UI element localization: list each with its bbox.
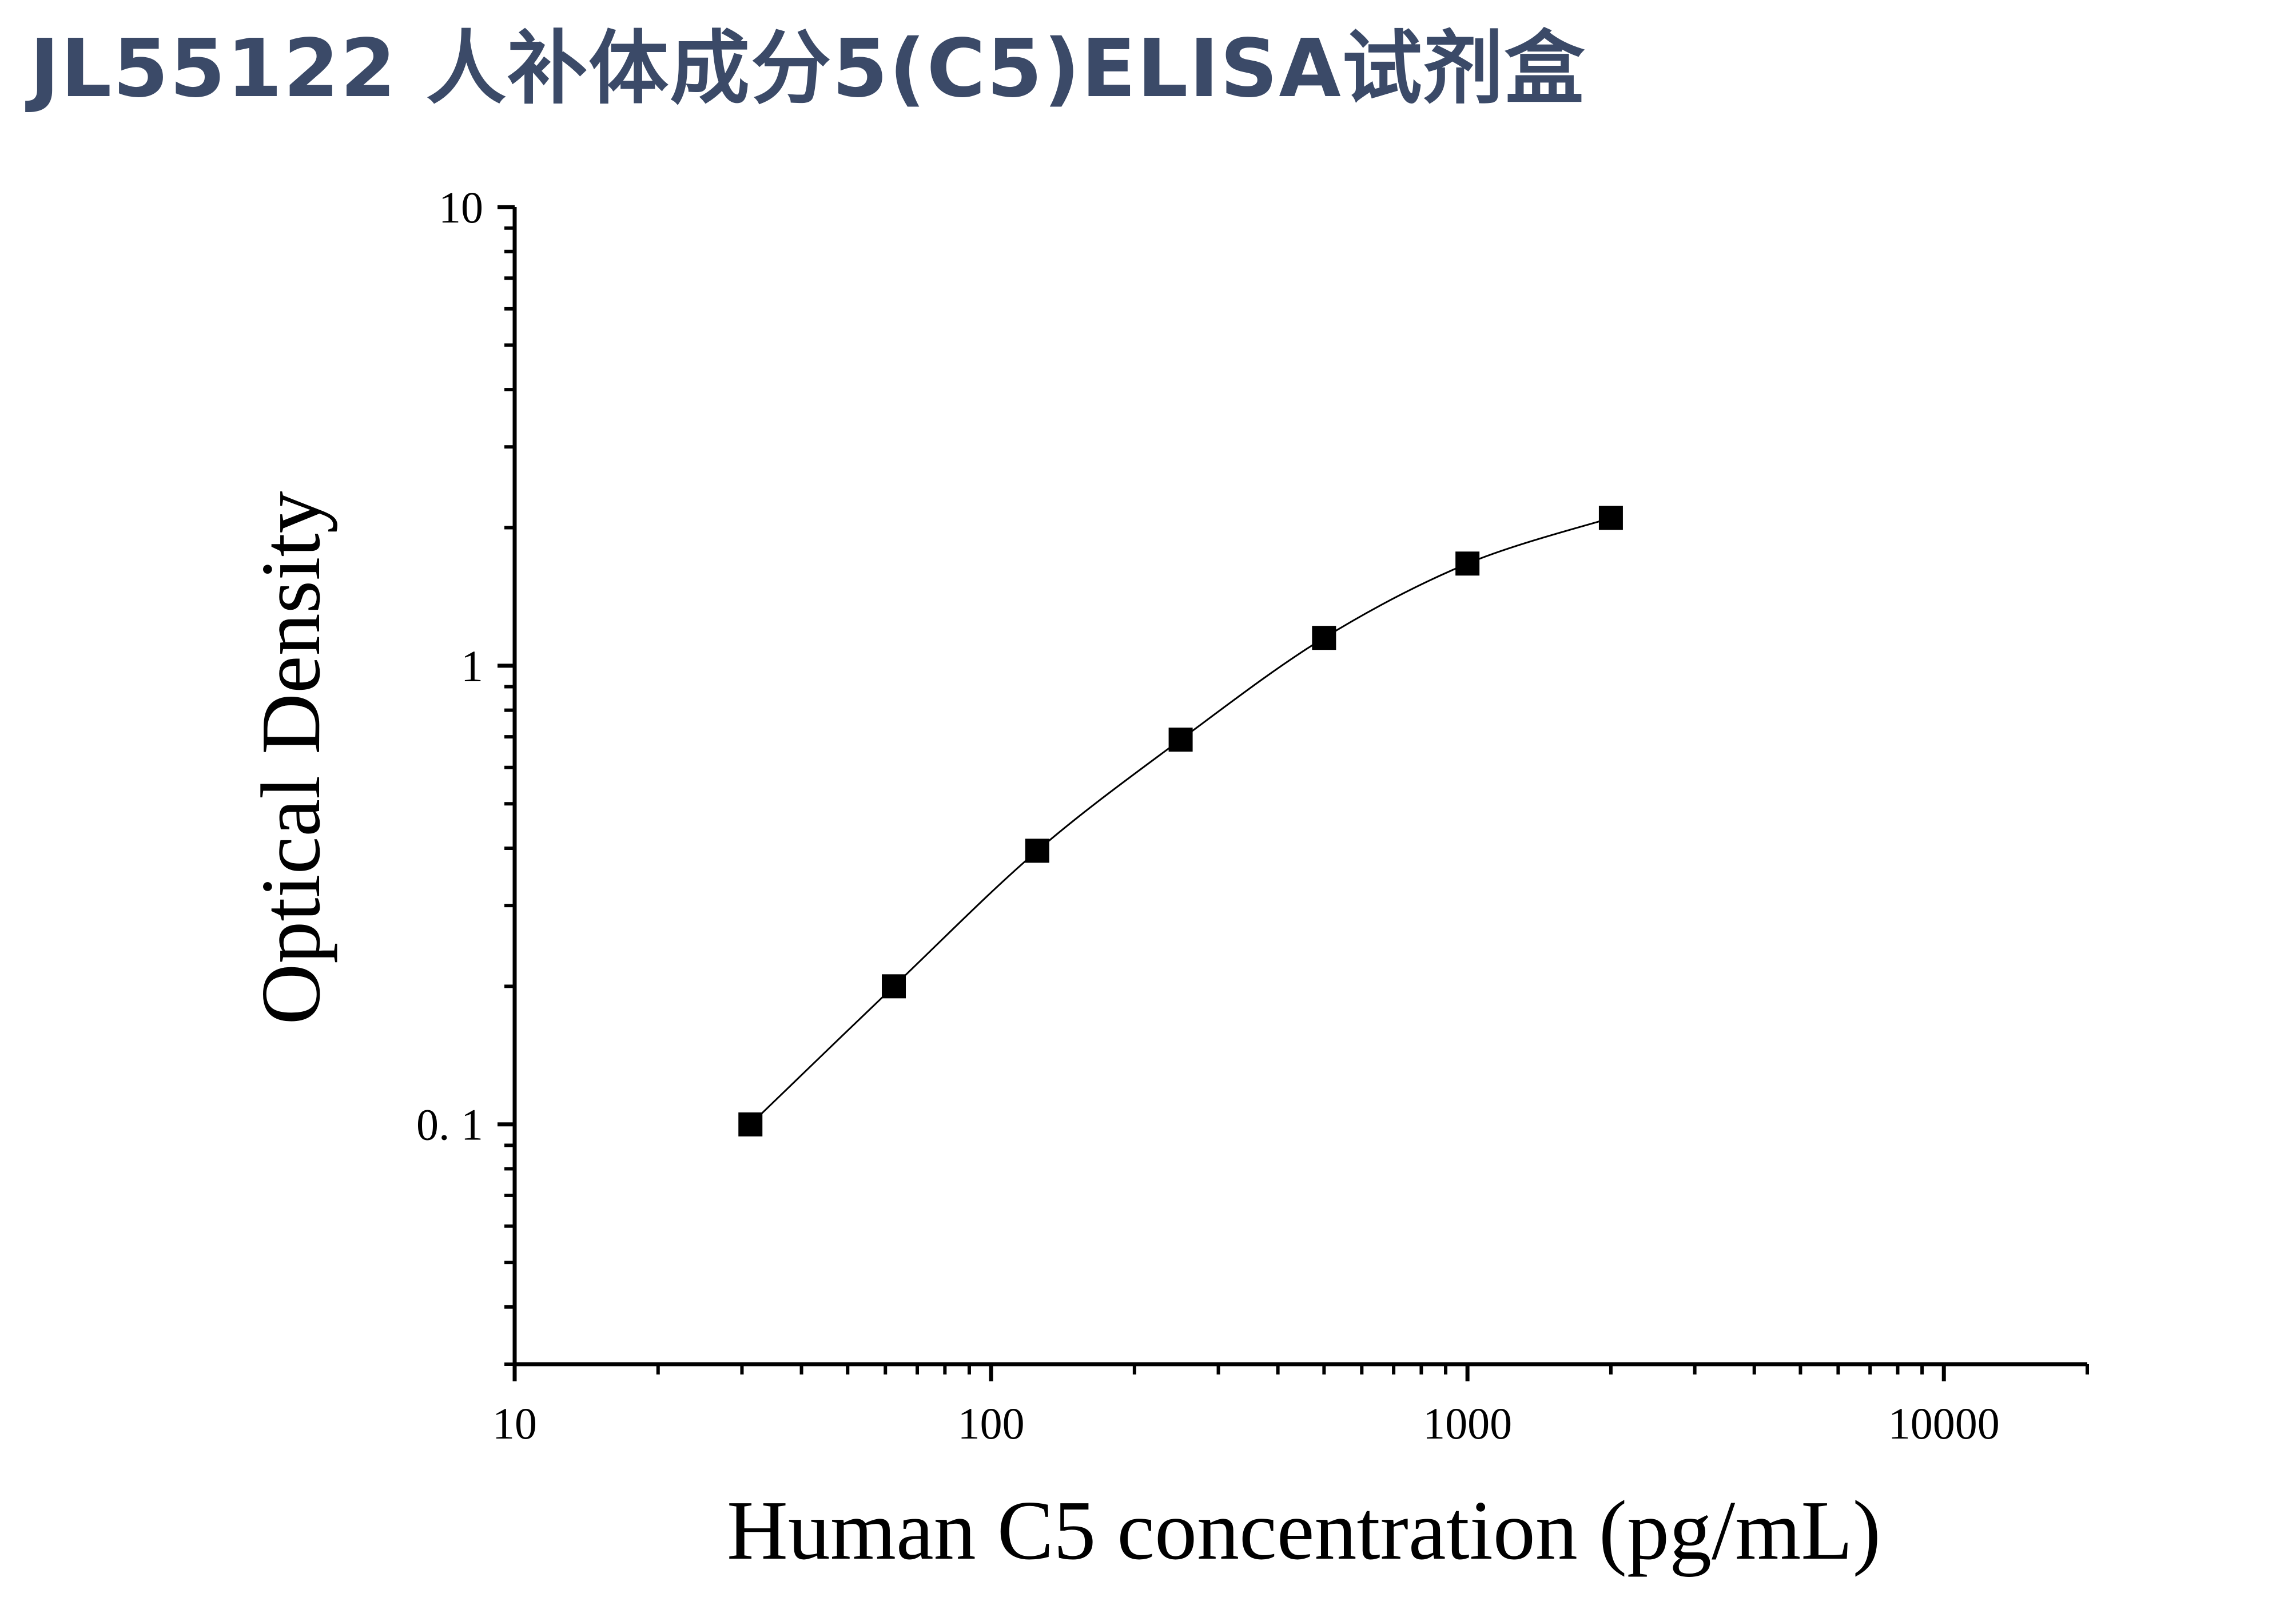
x-tick-label: 10 — [492, 1399, 537, 1448]
y-tick-label: 0. 1 — [416, 1100, 483, 1150]
data-point — [1455, 551, 1480, 576]
data-point — [1168, 728, 1193, 752]
x-tick-label: 10000 — [1888, 1399, 2000, 1448]
x-axis-title: Human C5 concentration (pg/mL) — [727, 1484, 1881, 1578]
data-point — [882, 974, 906, 999]
data-point — [738, 1112, 763, 1137]
y-tick-label: 1 — [461, 641, 483, 691]
page-title: JL55122 人补体成分5(C5)ELISA试剂盒 — [30, 22, 1586, 116]
fit-curve — [750, 517, 1611, 1125]
x-tick-label: 100 — [958, 1399, 1025, 1448]
y-axis-title: Optical Density — [244, 491, 338, 1024]
axes — [512, 207, 2087, 1366]
x-tick-label: 1000 — [1423, 1399, 1512, 1448]
data-point — [1598, 506, 1623, 530]
data-point — [1025, 839, 1049, 863]
tick-labels: 10 100 1000 10000 0. 1 1 10 — [416, 182, 2000, 1448]
data-points — [738, 506, 1623, 1137]
data-point — [1312, 626, 1336, 650]
axis-ticks — [498, 205, 2089, 1381]
y-tick-label: 10 — [439, 182, 483, 232]
